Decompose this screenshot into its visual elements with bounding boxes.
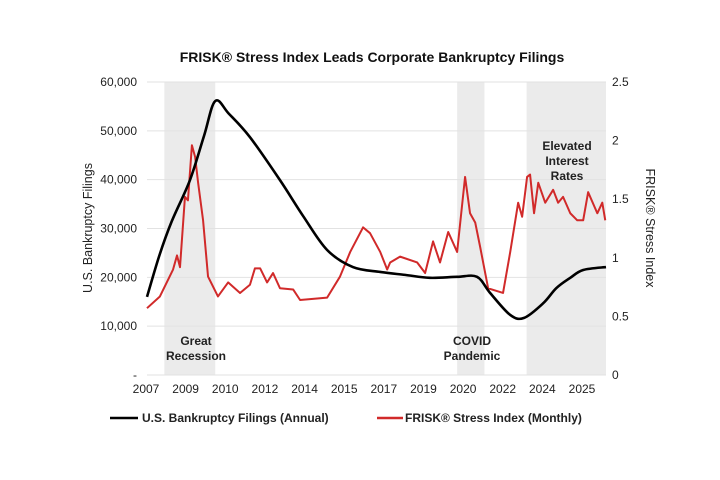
- y-tick-label: 20,000: [100, 270, 137, 284]
- y-tick-label: 60,000: [100, 75, 137, 89]
- period-annotation: Great: [180, 334, 211, 348]
- y-axis-ticks: - 10,000 20,000 30,000 40,000 50,000 60,000: [100, 75, 137, 382]
- y-tick-label: 30,000: [100, 222, 137, 236]
- x-tick-label: 2025: [569, 382, 596, 396]
- x-tick-label: 2007: [133, 382, 160, 396]
- y-axis-label: U.S. Bankruptcy Filings: [81, 163, 95, 293]
- x-axis-ticks: 2007 2009 2010 2012 2014 2015 2017 2019 2020 2022…: [133, 382, 596, 396]
- y2-tick-label: 1.5: [612, 192, 629, 206]
- x-tick-label: 2022: [489, 382, 516, 396]
- y2-tick-label: 2.5: [612, 75, 629, 89]
- y2-axis-ticks: 0 0.5 1 1.5 2 2.5: [612, 75, 629, 382]
- y2-axis-label: FRISK® Stress Index: [643, 169, 657, 289]
- y-tick-label: 40,000: [100, 173, 137, 187]
- x-tick-label: 2012: [252, 382, 279, 396]
- bankruptcy-filings-line: [145, 98, 607, 321]
- chart-title: FRISK® Stress Index Leads Corporate Bank…: [180, 49, 565, 65]
- legend-label-bankruptcy: U.S. Bankruptcy Filings (Annual): [142, 411, 329, 425]
- frisk-stress-index-line: [146, 144, 607, 309]
- y2-tick-label: 1: [612, 251, 619, 265]
- x-tick-label: 2020: [450, 382, 477, 396]
- gridlines: [147, 81, 606, 376]
- x-tick-label: 2017: [370, 382, 397, 396]
- period-annotation: Rates: [551, 169, 584, 183]
- x-tick-label: 2019: [410, 382, 437, 396]
- y-tick-label: 10,000: [100, 319, 137, 333]
- period-annotation: Pandemic: [444, 349, 501, 363]
- period-annotation: COVID: [453, 334, 491, 348]
- legend: U.S. Bankruptcy Filings (Annual) FRISK® …: [110, 411, 582, 425]
- x-tick-label: 2024: [529, 382, 556, 396]
- x-tick-label: 2009: [172, 382, 199, 396]
- x-tick-label: 2014: [291, 382, 318, 396]
- y-tick-label: 50,000: [100, 124, 137, 138]
- x-tick-label: 2015: [331, 382, 358, 396]
- y2-tick-label: 0: [612, 368, 619, 382]
- y2-tick-label: 0.5: [612, 309, 629, 323]
- period-annotation: Interest: [545, 154, 588, 168]
- series-lines: [145, 98, 607, 321]
- period-annotation: Recession: [166, 349, 226, 363]
- x-tick-label: 2010: [212, 382, 239, 396]
- y2-tick-label: 2: [612, 134, 619, 148]
- legend-label-frisk: FRISK® Stress Index (Monthly): [405, 411, 582, 425]
- y-tick-label: -: [133, 368, 137, 382]
- period-annotation: Elevated: [542, 139, 591, 153]
